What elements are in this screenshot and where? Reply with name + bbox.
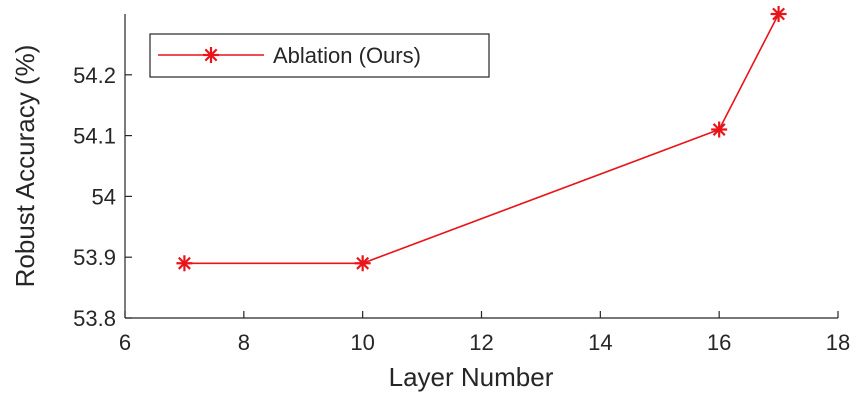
y-tick-label: 54 <box>92 184 116 209</box>
y-tick-label: 53.8 <box>73 306 116 331</box>
x-axis-title: Layer Number <box>389 362 554 392</box>
y-tick-label: 54.1 <box>73 124 116 149</box>
x-tick-label: 18 <box>826 330 850 355</box>
y-axis-title: Robust Accuracy (%) <box>10 45 40 288</box>
x-tick-label: 14 <box>588 330 612 355</box>
x-tick-label: 16 <box>707 330 731 355</box>
y-tick-label: 54.2 <box>73 63 116 88</box>
x-tick-label: 8 <box>238 330 250 355</box>
series-layer <box>176 6 787 272</box>
x-ticks: 6 8 10 12 14 16 18 <box>119 311 850 355</box>
x-tick-label: 12 <box>469 330 493 355</box>
legend: Ablation (Ours) <box>149 33 490 78</box>
legend-marker <box>203 47 219 63</box>
x-tick-label: 6 <box>119 330 131 355</box>
data-point-marker <box>711 121 728 138</box>
x-tick-label: 10 <box>350 330 374 355</box>
data-point-marker <box>770 6 787 22</box>
legend-label: Ablation (Ours) <box>273 43 421 68</box>
series-line <box>184 13 780 265</box>
y-tick-label: 53.9 <box>73 245 116 270</box>
data-point-marker <box>354 255 371 272</box>
data-point-marker <box>203 47 219 63</box>
data-point-marker <box>176 255 193 272</box>
y-ticks: 53.8 53.9 54 54.1 54.2 <box>73 63 132 331</box>
